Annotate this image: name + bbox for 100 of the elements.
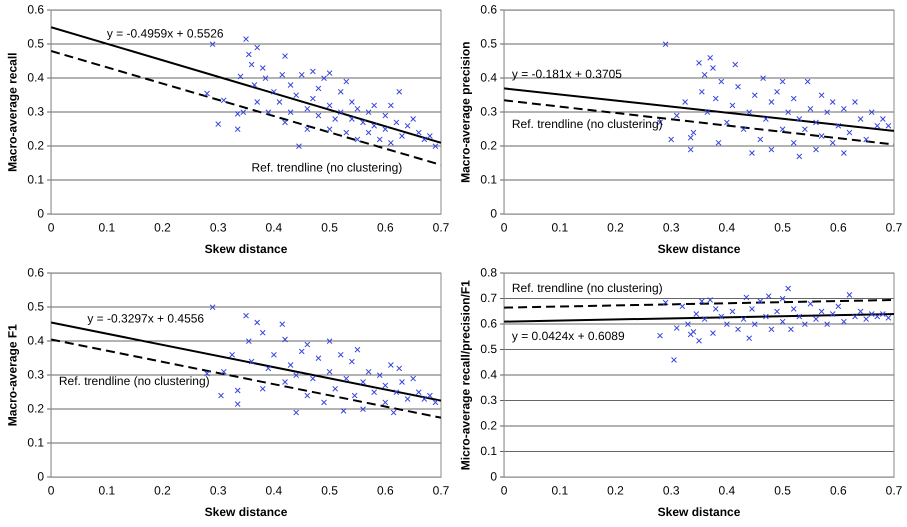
x-tick-label: 0.5 xyxy=(774,220,792,235)
point xyxy=(712,96,719,102)
point xyxy=(796,116,802,122)
point xyxy=(382,382,388,388)
point xyxy=(796,153,802,160)
y-axis-title: Macro-average precision xyxy=(458,41,473,183)
point xyxy=(729,308,736,314)
x-axis-title: Skew distance xyxy=(204,505,288,520)
x-tick-label: 0.2 xyxy=(154,220,172,235)
point xyxy=(868,311,875,317)
y-tick-label: 0.2 xyxy=(480,138,498,153)
y-tick-label: 0.6 xyxy=(480,2,498,17)
point xyxy=(702,72,708,78)
y-tick-label: 0.2 xyxy=(27,402,44,416)
x-tick-label: 0.6 xyxy=(830,220,847,235)
point xyxy=(671,356,677,363)
point xyxy=(704,109,710,116)
x-tick-label: 0.1 xyxy=(551,484,568,498)
point xyxy=(234,388,241,394)
x-axis-title: Skew distance xyxy=(658,505,741,520)
y-tick-label: 0.6 xyxy=(27,266,44,280)
point xyxy=(426,392,433,399)
point xyxy=(788,326,794,332)
point xyxy=(780,318,786,325)
point xyxy=(279,321,286,328)
x-tick-label: 0.3 xyxy=(662,220,680,235)
point xyxy=(410,376,416,382)
point xyxy=(740,126,747,132)
point xyxy=(698,298,705,304)
point xyxy=(880,116,886,122)
point xyxy=(204,370,210,376)
point xyxy=(757,136,764,142)
point xyxy=(376,372,383,378)
point xyxy=(220,368,227,375)
x-tick-label: 0.4 xyxy=(718,220,736,235)
point xyxy=(282,336,288,342)
point xyxy=(748,150,755,156)
y-tick-label: 0.4 xyxy=(27,70,44,85)
point xyxy=(740,316,747,322)
y-tick-label: 0 xyxy=(490,470,498,484)
y-tick-label: 0.3 xyxy=(480,104,498,119)
annotation: Ref. trendline (no clustering) xyxy=(512,280,663,295)
point xyxy=(293,410,300,416)
point xyxy=(682,99,688,105)
point xyxy=(824,109,830,116)
y-axis-title: Macro-average F1 xyxy=(6,324,20,426)
point xyxy=(818,308,825,314)
point xyxy=(707,54,714,61)
x-tick-label: 0.7 xyxy=(886,220,903,235)
annotation: y = -0.4959x + 0.5526 xyxy=(106,26,224,40)
x-tick-label: 0.7 xyxy=(432,484,450,498)
point xyxy=(724,119,730,126)
x-tick-label: 0.2 xyxy=(607,484,624,498)
point xyxy=(880,311,886,317)
point xyxy=(790,140,797,146)
x-tick-label: 0.3 xyxy=(662,484,680,498)
point xyxy=(298,348,305,354)
y-tick-label: 0.3 xyxy=(27,368,44,382)
point xyxy=(352,392,358,399)
point xyxy=(762,116,769,122)
point xyxy=(674,325,680,331)
point xyxy=(874,314,880,320)
y-tick-label: 0.7 xyxy=(480,291,498,306)
point xyxy=(835,303,842,310)
y-tick-label: 0 xyxy=(490,206,498,221)
y-axis-title: Micro-average recall/precision/F1 xyxy=(458,280,473,470)
point xyxy=(840,318,847,325)
point xyxy=(735,326,742,332)
y-tick-label: 0.1 xyxy=(27,172,44,187)
x-tick-label: 0.1 xyxy=(98,220,116,235)
x-axis-title: Skew distance xyxy=(658,242,741,256)
y-tick-label: 0.5 xyxy=(480,36,498,51)
x-tick-label: 0.3 xyxy=(210,484,227,498)
point xyxy=(282,379,288,385)
point xyxy=(390,410,397,416)
point xyxy=(684,321,691,328)
point xyxy=(710,65,716,71)
x-tick-label: 0.5 xyxy=(321,484,338,498)
y-tick-label: 0.4 xyxy=(480,70,498,85)
point xyxy=(248,358,255,365)
y-tick-label: 0.4 xyxy=(480,368,498,382)
point xyxy=(246,338,252,344)
point xyxy=(657,332,664,339)
point xyxy=(804,78,811,85)
point xyxy=(718,78,724,85)
point xyxy=(234,401,241,408)
point xyxy=(863,316,870,322)
x-tick-label: 0.4 xyxy=(266,220,283,235)
annotation: y = -0.181x + 0.3705 xyxy=(512,67,622,82)
point xyxy=(718,314,724,320)
point xyxy=(732,62,738,68)
point xyxy=(432,399,438,406)
point xyxy=(790,306,797,312)
point xyxy=(712,306,719,312)
point xyxy=(813,316,819,322)
point xyxy=(696,338,702,344)
point xyxy=(885,314,892,321)
point xyxy=(662,41,669,48)
y-tick-label: 0 xyxy=(37,470,44,484)
y-axis-title: Macro-average recall xyxy=(6,52,20,172)
